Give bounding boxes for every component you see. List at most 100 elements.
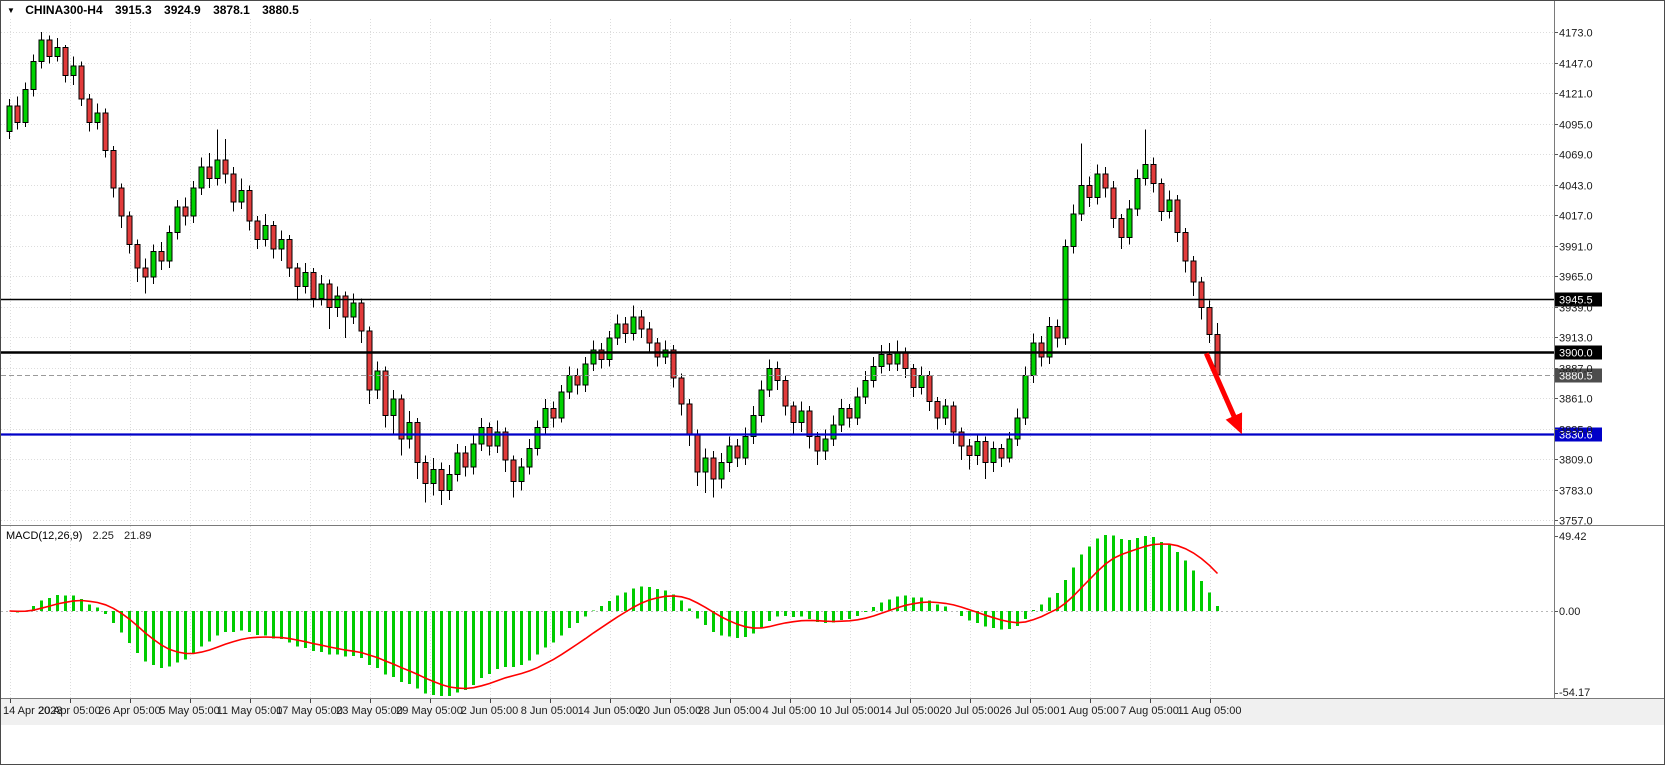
- macd-name: MACD(12,26,9): [6, 530, 83, 542]
- candle-bull: [974, 440, 981, 456]
- candle-bear: [958, 431, 965, 447]
- candle-bull: [1142, 164, 1149, 180]
- candle-bull: [214, 159, 221, 180]
- candle-bull: [166, 232, 173, 262]
- candle-bull: [30, 60, 37, 90]
- candle-bear: [358, 302, 365, 332]
- candle-bear: [902, 351, 909, 370]
- candle-bull: [878, 354, 885, 367]
- candle-bull: [70, 65, 77, 76]
- candle-bear: [126, 215, 133, 245]
- candle-bear: [142, 267, 149, 278]
- one-click-trading-toggle[interactable]: ▼: [7, 6, 15, 15]
- time-axis-label: 20 Apr 05:00: [38, 705, 100, 717]
- macd-signal-value: 21.89: [123, 530, 152, 542]
- time-axis-label: 29 May 05:00: [396, 705, 463, 717]
- macd-histogram: [16, 534, 1219, 696]
- candle-bear: [422, 462, 429, 485]
- candle-bull: [702, 457, 709, 473]
- candle-bear: [294, 267, 301, 288]
- candle-bear: [1198, 281, 1205, 309]
- candle-bull: [390, 398, 397, 417]
- price-level-tag[interactable]: [1555, 292, 1602, 307]
- price-axis-label: 3965.0: [1559, 272, 1593, 284]
- trend-arrow[interactable]: [1204, 352, 1243, 435]
- candle-bear: [246, 189, 253, 222]
- candle-bull: [1014, 417, 1021, 440]
- candle-bear: [694, 433, 701, 473]
- time-axis-label: 5 May 05:00: [159, 705, 220, 717]
- time-axis-label: 23 May 05:00: [336, 705, 403, 717]
- time-axis-label: 11 Aug 05:00: [1177, 705, 1241, 717]
- candle-bull: [590, 349, 597, 365]
- price-level-tag[interactable]: [1555, 345, 1602, 360]
- candle-bear: [310, 271, 317, 299]
- candle-bull: [726, 445, 733, 464]
- candle-bull: [606, 337, 613, 360]
- candle-bull: [1046, 325, 1053, 358]
- candle-bear: [806, 410, 813, 438]
- quote-close: 3880.5: [262, 3, 299, 17]
- candle-bear: [182, 206, 189, 217]
- time-axis-label: 14 Jul 05:00: [880, 705, 940, 717]
- candle-bear: [846, 408, 853, 419]
- candle-bull: [1094, 173, 1101, 198]
- macd-axis-label: 49.42: [1559, 531, 1587, 543]
- candle-bull: [22, 88, 29, 123]
- macd-axis-label: -54.17: [1559, 687, 1590, 699]
- candle-bear: [286, 239, 293, 269]
- quote-low: 3878.1: [213, 3, 250, 17]
- time-axis-label: 14 Jun 05:00: [578, 705, 642, 717]
- price-level-tag[interactable]: [1555, 368, 1602, 383]
- candle-bear: [86, 98, 93, 123]
- arrow-object[interactable]: [1204, 352, 1243, 435]
- candle-bear: [438, 469, 445, 492]
- price-axis-label: 3783.0: [1559, 486, 1593, 498]
- candle-bear: [790, 405, 797, 424]
- candle-bear: [230, 173, 237, 203]
- candle-bull: [470, 443, 477, 468]
- candle-bull: [1078, 185, 1085, 215]
- candle-bear: [1182, 232, 1189, 262]
- level-lines-layer[interactable]: 3945.5 3900.0 3880.5 3830.6: [1, 292, 1602, 442]
- candle-bear: [342, 295, 349, 318]
- candle-bear: [158, 250, 165, 262]
- time-axis-label: 14 Apr 2023: [3, 705, 62, 717]
- candle-bull: [238, 189, 245, 203]
- price-axis-label: 4069.0: [1559, 150, 1593, 162]
- candle-bear: [638, 316, 645, 330]
- candle-bear: [46, 39, 53, 58]
- candle-bull: [742, 436, 749, 459]
- candle-bear: [1206, 307, 1213, 336]
- price-level-tag-text: 3900.0: [1559, 348, 1593, 360]
- candle-bull: [302, 271, 309, 288]
- time-axis-label: 26 Apr 05:00: [98, 705, 160, 717]
- price-axis-label: 4017.0: [1559, 211, 1593, 223]
- quote-open: 3915.3: [114, 3, 152, 17]
- candle-bear: [118, 187, 125, 217]
- candle-bull: [798, 410, 805, 424]
- candle-bull: [750, 415, 757, 438]
- candle-bull: [38, 39, 45, 62]
- candle-bear: [78, 65, 85, 100]
- price-level-tag[interactable]: [1555, 427, 1602, 442]
- candle-bull: [918, 375, 925, 388]
- candle-bear: [270, 225, 277, 250]
- candle-bear: [1102, 173, 1109, 189]
- macd-indicator-label: MACD(12,26,9) 2.25 21.89: [6, 530, 152, 542]
- candle-bull: [446, 473, 453, 492]
- candle-bear: [782, 379, 789, 407]
- candle-bear: [366, 330, 373, 391]
- price-axis-label: 4043.0: [1559, 181, 1593, 193]
- candle-bear: [622, 323, 629, 334]
- candle-bear: [574, 375, 581, 386]
- candle-bear: [686, 403, 693, 435]
- candle-bull: [150, 250, 157, 278]
- candle-bull: [1062, 246, 1069, 339]
- price-level-tag-text: 3945.5: [1559, 295, 1593, 307]
- price-axis-label: 3835.0: [1559, 425, 1593, 437]
- separators: [1, 1, 1664, 699]
- candle-bull: [630, 316, 637, 334]
- candle-bear: [510, 459, 517, 482]
